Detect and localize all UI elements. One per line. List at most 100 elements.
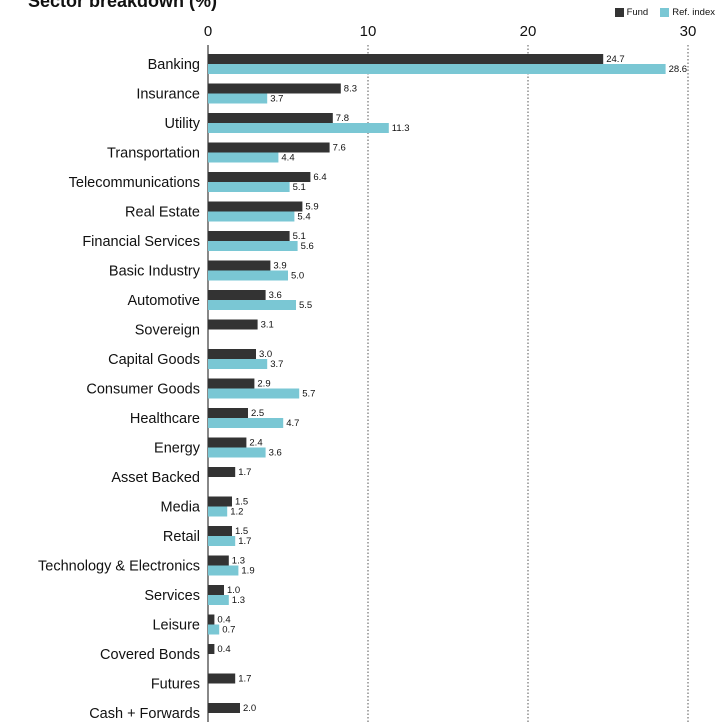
fund-bar: [208, 231, 290, 241]
category-label: Real Estate: [125, 205, 200, 221]
ref-index-value-label: 1.2: [230, 507, 243, 518]
fund-value-label: 5.9: [305, 202, 318, 213]
fund-bar: [208, 201, 303, 212]
ref-index-bar: [208, 565, 239, 576]
ref-index-bar: [208, 93, 268, 104]
x-tick-label: 10: [360, 23, 377, 40]
ref-index-value-label: 5.5: [299, 300, 312, 311]
x-tick-label: 30: [680, 23, 697, 40]
fund-value-label: 1.0: [227, 585, 240, 596]
chart-title: Sector breakdown (%): [28, 0, 218, 11]
category-label: Futures: [151, 677, 200, 693]
fund-bar: [208, 319, 258, 330]
ref-index-value-label: 3.7: [270, 359, 283, 370]
ref-index-value-label: 4.7: [286, 418, 299, 429]
fund-bar: [208, 614, 215, 625]
category-label: Asset Backed: [111, 470, 200, 486]
fund-value-label: 5.1: [293, 231, 306, 242]
legend-label-fund: Fund: [626, 7, 649, 18]
ref-index-value-label: 1.7: [238, 536, 251, 547]
fund-bar: [208, 673, 236, 684]
category-label: Transportation: [107, 146, 200, 162]
fund-value-label: 1.5: [235, 526, 248, 537]
legend-swatch-ref-index: [660, 8, 670, 17]
ref-index-bar: [208, 270, 288, 281]
category-label: Basic Industry: [109, 264, 201, 280]
legend: Fund Ref. index: [614, 7, 715, 18]
category-label: Covered Bonds: [100, 647, 200, 663]
ref-index-value-label: 3.6: [269, 448, 282, 459]
category-label: Insurance: [136, 87, 200, 103]
fund-value-label: 3.0: [259, 349, 272, 360]
fund-value-label: 2.4: [249, 438, 262, 449]
fund-value-label: 24.7: [606, 54, 625, 65]
legend-item-ref-index: Ref. index: [660, 7, 715, 18]
fund-value-label: 2.9: [257, 379, 270, 390]
fund-bar: [208, 437, 247, 448]
ref-index-bar: [208, 64, 666, 74]
fund-bar: [208, 496, 232, 507]
category-label: Utility: [165, 116, 201, 132]
category-label: Consumer Goods: [86, 382, 200, 398]
category-label: Leisure: [152, 618, 200, 634]
fund-value-label: 1.3: [232, 556, 245, 567]
legend-item-fund: Fund: [614, 7, 649, 18]
legend-label-ref-index: Ref. index: [672, 7, 715, 18]
ref-index-bar: [208, 418, 284, 428]
fund-bar: [208, 408, 248, 418]
category-label: Banking: [148, 57, 200, 73]
fund-bar: [208, 644, 215, 654]
ref-index-value-label: 5.7: [302, 389, 315, 400]
category-label: Healthcare: [130, 411, 200, 427]
fund-bar: [208, 555, 229, 566]
ref-index-value-label: 28.6: [669, 64, 688, 75]
ref-index-value-label: 4.4: [281, 153, 294, 164]
ref-index-bar: [208, 123, 389, 133]
fund-bar: [208, 260, 271, 271]
fund-bar: [208, 467, 236, 477]
fund-bar: [208, 526, 232, 536]
ref-index-bar: [208, 624, 220, 635]
x-tick-label: 20: [520, 23, 537, 40]
ref-index-value-label: 5.4: [297, 212, 310, 223]
fund-bar: [208, 349, 256, 359]
fund-value-label: 3.9: [273, 261, 286, 272]
category-label: Cash + Forwards: [89, 706, 200, 722]
fund-value-label: 6.4: [313, 172, 326, 183]
legend-swatch-fund: [614, 8, 624, 17]
fund-value-label: 0.4: [217, 615, 230, 626]
category-label: Technology & Electronics: [38, 559, 200, 575]
fund-value-label: 2.5: [251, 408, 264, 419]
fund-value-label: 7.8: [336, 113, 349, 124]
ref-index-bar: [208, 388, 300, 399]
ref-index-value-label: 5.1: [293, 182, 306, 193]
fund-value-label: 3.6: [269, 290, 282, 301]
category-label: Media: [161, 500, 201, 516]
ref-index-value-label: 1.3: [232, 595, 245, 606]
fund-bar: [208, 172, 311, 182]
fund-bar: [208, 83, 341, 94]
ref-index-bar: [208, 447, 266, 458]
fund-bar: [208, 142, 330, 153]
ref-index-value-label: 11.3: [392, 123, 410, 134]
ref-index-bar: [208, 536, 236, 546]
ref-index-value-label: 5.6: [301, 241, 314, 252]
fund-bar: [208, 54, 604, 64]
category-label: Sovereign: [135, 323, 200, 339]
x-tick-label: 0: [204, 23, 212, 40]
ref-index-value-label: 5.0: [291, 271, 304, 282]
category-label: Retail: [163, 529, 200, 545]
category-label: Services: [144, 588, 200, 604]
fund-value-label: 1.7: [238, 674, 251, 685]
ref-index-bar: [208, 359, 268, 369]
category-label: Automotive: [127, 293, 200, 309]
fund-value-label: 8.3: [344, 84, 357, 95]
category-label: Financial Services: [82, 234, 200, 250]
fund-bar: [208, 378, 255, 389]
fund-bar: [208, 585, 224, 595]
ref-index-bar: [208, 152, 279, 163]
fund-bar: [208, 113, 333, 123]
fund-value-label: 1.7: [238, 467, 251, 478]
category-label: Telecommunications: [69, 175, 200, 191]
